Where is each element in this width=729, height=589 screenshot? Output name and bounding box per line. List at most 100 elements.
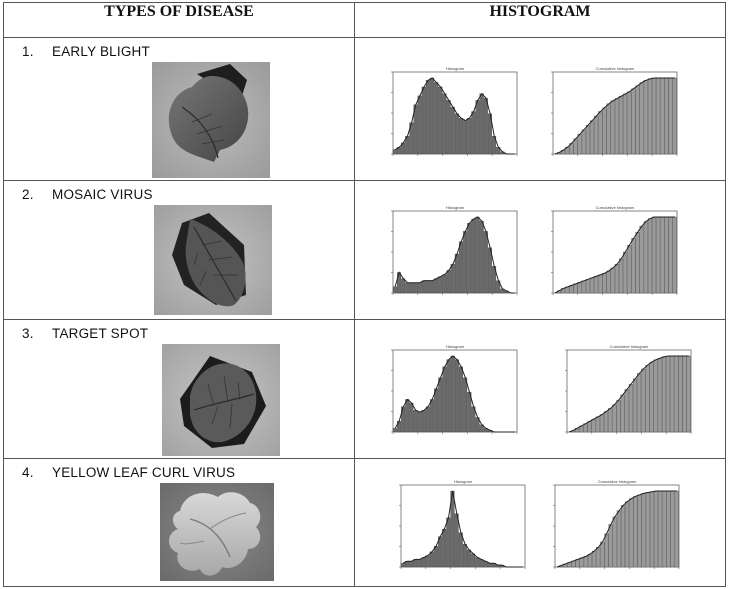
histogram-bar: [487, 563, 492, 568]
histogram-bar: [454, 113, 459, 155]
disease-number: 4.: [22, 465, 34, 480]
histogram-bar: [409, 561, 414, 568]
histogram-bar: [421, 280, 426, 294]
histogram-bar: [604, 533, 609, 568]
histogram-bar: [598, 111, 603, 155]
histogram-bar: [583, 556, 588, 568]
histogram-cell-3: Histogram Cumulative histogram: [354, 319, 726, 459]
histogram-bar: [425, 406, 430, 433]
histogram-bar: [573, 283, 578, 294]
histogram-bar: [577, 282, 582, 294]
histogram-bar: [458, 366, 463, 433]
histogram-outline: [402, 490, 523, 568]
disease-number: 2.: [22, 187, 34, 202]
disease-label-4: 4. YELLOW LEAF CURL VIRUS: [22, 465, 235, 480]
histogram-bar: [627, 91, 632, 155]
histogram-bar: [647, 218, 652, 294]
histogram-bar: [454, 253, 459, 294]
histogram-bar: [479, 220, 484, 294]
leaf-image-yellow-leaf-curl-virus: [160, 483, 274, 581]
histogram-bar: [623, 251, 628, 294]
histogram-bar: [430, 399, 435, 433]
histogram-bar: [591, 418, 596, 433]
histogram-bar: [421, 557, 426, 568]
histogram-bar: [438, 86, 443, 155]
chart-title: Histogram: [446, 205, 465, 210]
histogram-bar: [632, 378, 637, 433]
histogram-cell-1: Histogram Cumulative histogram: [354, 37, 726, 181]
histogram-bar: [425, 555, 430, 568]
histogram-bar: [612, 516, 617, 568]
histogram-bar: [620, 394, 625, 433]
histogram-bar: [458, 118, 463, 155]
histogram-bar: [587, 553, 592, 568]
histogram-bar: [446, 270, 451, 294]
histogram-bar: [662, 490, 667, 568]
histogram-bar: [686, 355, 691, 433]
histogram-bar: [401, 278, 406, 294]
histogram-bar: [434, 278, 439, 294]
histogram-bar: [595, 416, 600, 433]
chart-title: Histogram: [454, 479, 473, 484]
histogram-bar: [594, 276, 599, 294]
histogram-bar: [450, 106, 455, 155]
histogram-bar: [417, 411, 422, 433]
histogram-bar: [649, 491, 654, 568]
histogram-bar: [479, 559, 484, 568]
histogram-bar: [438, 377, 443, 433]
disease-cell-1: 1. EARLY BLIGHT: [3, 37, 355, 181]
histogram-bar: [471, 553, 476, 568]
histogram-bar: [579, 557, 584, 568]
chart-title: Cumulative histogram: [610, 344, 649, 349]
disease-name: EARLY BLIGHT: [52, 44, 150, 59]
histogram-bar: [653, 359, 658, 433]
histogram-bar: [475, 557, 480, 568]
histogram-bar: [623, 93, 628, 155]
histogram-bar: [614, 263, 619, 294]
histogram-bar: [467, 223, 472, 294]
histogram-bar: [475, 216, 480, 294]
histogram-bar: [674, 355, 679, 433]
histogram-bar: [668, 216, 673, 294]
histogram-bar: [660, 216, 665, 294]
histogram-bar: [471, 111, 476, 155]
histogram-bar: [413, 410, 418, 433]
disease-label-3: 3. TARGET SPOT: [22, 326, 148, 341]
histogram-bar: [656, 77, 661, 155]
disease-label-2: 2. MOSAIC VIRUS: [22, 187, 153, 202]
histogram-bar: [652, 216, 657, 294]
histogram-bar: [674, 490, 679, 568]
disease-cell-3: 3. TARGET SPOT: [3, 319, 355, 459]
histogram-bar: [635, 85, 640, 155]
header-diseases: TYPES OF DISEASE: [3, 2, 355, 38]
histogram-bar: [463, 120, 468, 155]
histogram-bar: [569, 285, 574, 294]
histogram-bar: [643, 80, 648, 155]
histogram-bar: [430, 280, 435, 294]
histogram-bar: [629, 498, 634, 568]
histogram-bar: [405, 399, 410, 433]
histogram-bar: [596, 547, 601, 568]
histogram-bar: [462, 544, 467, 568]
chart-title: Cumulative histogram: [598, 479, 637, 484]
cumulative-chart-1: Cumulative histogram: [551, 66, 678, 156]
histogram-outline: [394, 355, 515, 433]
chart-title: Histogram: [446, 66, 465, 71]
chart-title: Histogram: [446, 344, 465, 349]
histogram-bar: [616, 399, 621, 433]
histogram-bar: [458, 241, 463, 294]
histogram-outline: [394, 77, 515, 155]
histogram-bar: [618, 258, 623, 294]
leaf-image-mosaic-virus: [154, 205, 272, 315]
header-histogram: HISTOGRAM: [354, 2, 726, 38]
histogram-bar: [442, 528, 447, 568]
histogram-bar: [672, 216, 677, 294]
histogram-bar: [599, 414, 604, 433]
histogram-bar: [458, 532, 463, 568]
histogram-bar: [442, 93, 447, 155]
histogram-chart-2: Histogram: [391, 205, 518, 295]
histogram-chart-1: Histogram: [391, 66, 518, 156]
histogram-bar: [581, 280, 586, 294]
histogram-bar: [608, 408, 613, 433]
histogram-bar: [647, 78, 652, 155]
